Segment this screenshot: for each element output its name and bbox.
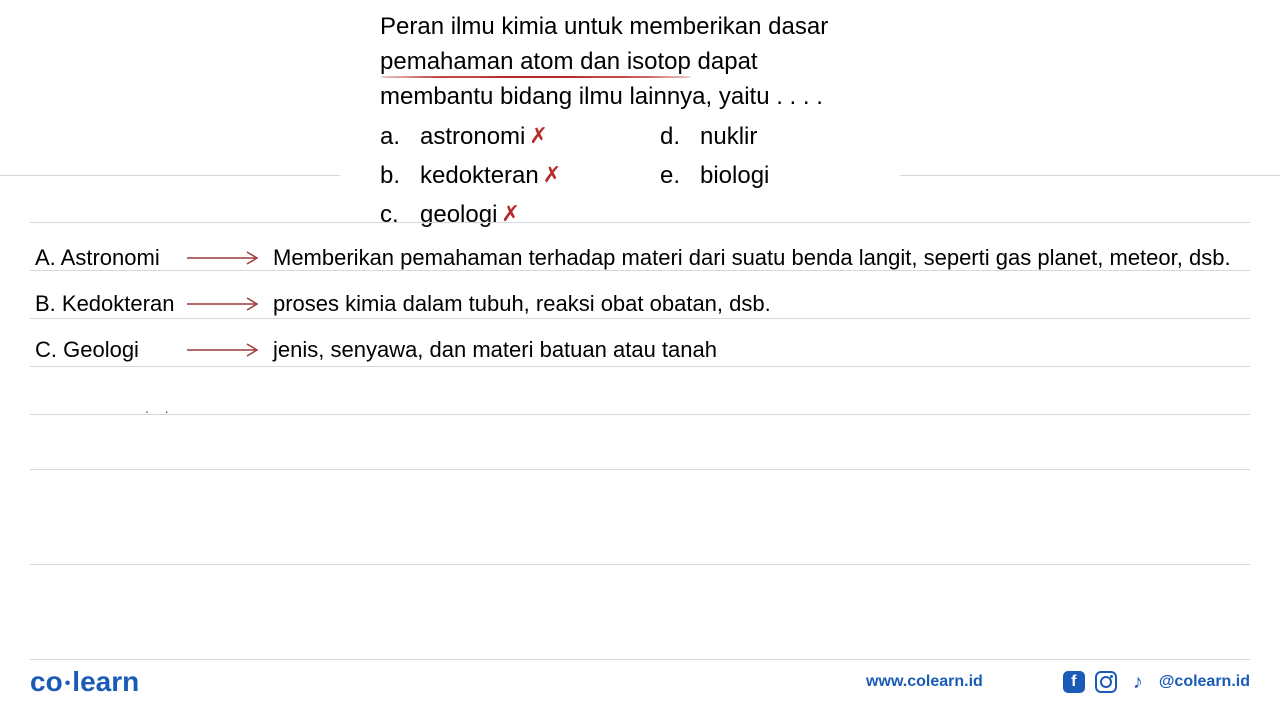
answer-b-label: B. Kedokteran xyxy=(35,291,185,317)
footer-right: www.colearn.id f ♪ @colearn.id xyxy=(866,671,1250,693)
instagram-icon xyxy=(1095,671,1117,693)
arrow-icon xyxy=(185,248,265,268)
option-a: a. astronomi ✗ xyxy=(380,120,660,155)
option-a-letter: a. xyxy=(380,120,420,155)
option-a-text: astronomi xyxy=(420,120,525,155)
logo-part2: learn xyxy=(72,666,139,697)
answer-row-c: C. Geologi jenis, senyawa, dan materi ba… xyxy=(35,337,1231,363)
tiktok-icon: ♪ xyxy=(1127,671,1149,693)
facebook-icon: f xyxy=(1063,671,1085,693)
option-d-letter: d. xyxy=(660,120,700,155)
answer-c-label: C. Geologi xyxy=(35,337,185,363)
answer-a-label: A. Astronomi xyxy=(35,245,185,271)
answer-c-desc: jenis, senyawa, dan materi batuan atau t… xyxy=(273,337,717,363)
answers-block: A. Astronomi Memberikan pemahaman terhad… xyxy=(35,245,1231,383)
arrow-icon xyxy=(185,294,265,314)
footer: co•learn www.colearn.id f ♪ @colearn.id xyxy=(30,666,1250,698)
footer-handle: @colearn.id xyxy=(1159,673,1250,691)
rule-line xyxy=(30,175,1250,223)
footer-url: www.colearn.id xyxy=(866,673,983,691)
arrow-icon xyxy=(185,340,265,360)
logo-part1: co xyxy=(30,666,63,697)
logo: co•learn xyxy=(30,666,139,698)
stray-dots: . . xyxy=(145,400,175,416)
question-text: Peran ilmu kimia untuk memberikan dasar … xyxy=(380,10,900,114)
question-line2-rest: dapat xyxy=(691,48,758,75)
answer-row-b: B. Kedokteran proses kimia dalam tubuh, … xyxy=(35,291,1231,317)
rule-line xyxy=(30,565,1250,660)
answer-row-a: A. Astronomi Memberikan pemahaman terhad… xyxy=(35,245,1231,271)
option-d-text: nuklir xyxy=(700,120,757,155)
question-line2-underlined: pemahaman atom dan isotop xyxy=(380,48,691,75)
rule-line xyxy=(30,415,1250,470)
answer-b-desc: proses kimia dalam tubuh, reaksi obat ob… xyxy=(273,291,771,317)
answer-a-desc: Memberikan pemahaman terhadap materi dar… xyxy=(273,245,1231,271)
x-mark-icon: ✗ xyxy=(529,120,547,152)
option-d: d. nuklir xyxy=(660,120,900,155)
rule-line xyxy=(30,470,1250,565)
question-line1: Peran ilmu kimia untuk memberikan dasar xyxy=(380,13,828,40)
question-line3: membantu bidang ilmu lainnya, yaitu . . … xyxy=(380,83,823,110)
